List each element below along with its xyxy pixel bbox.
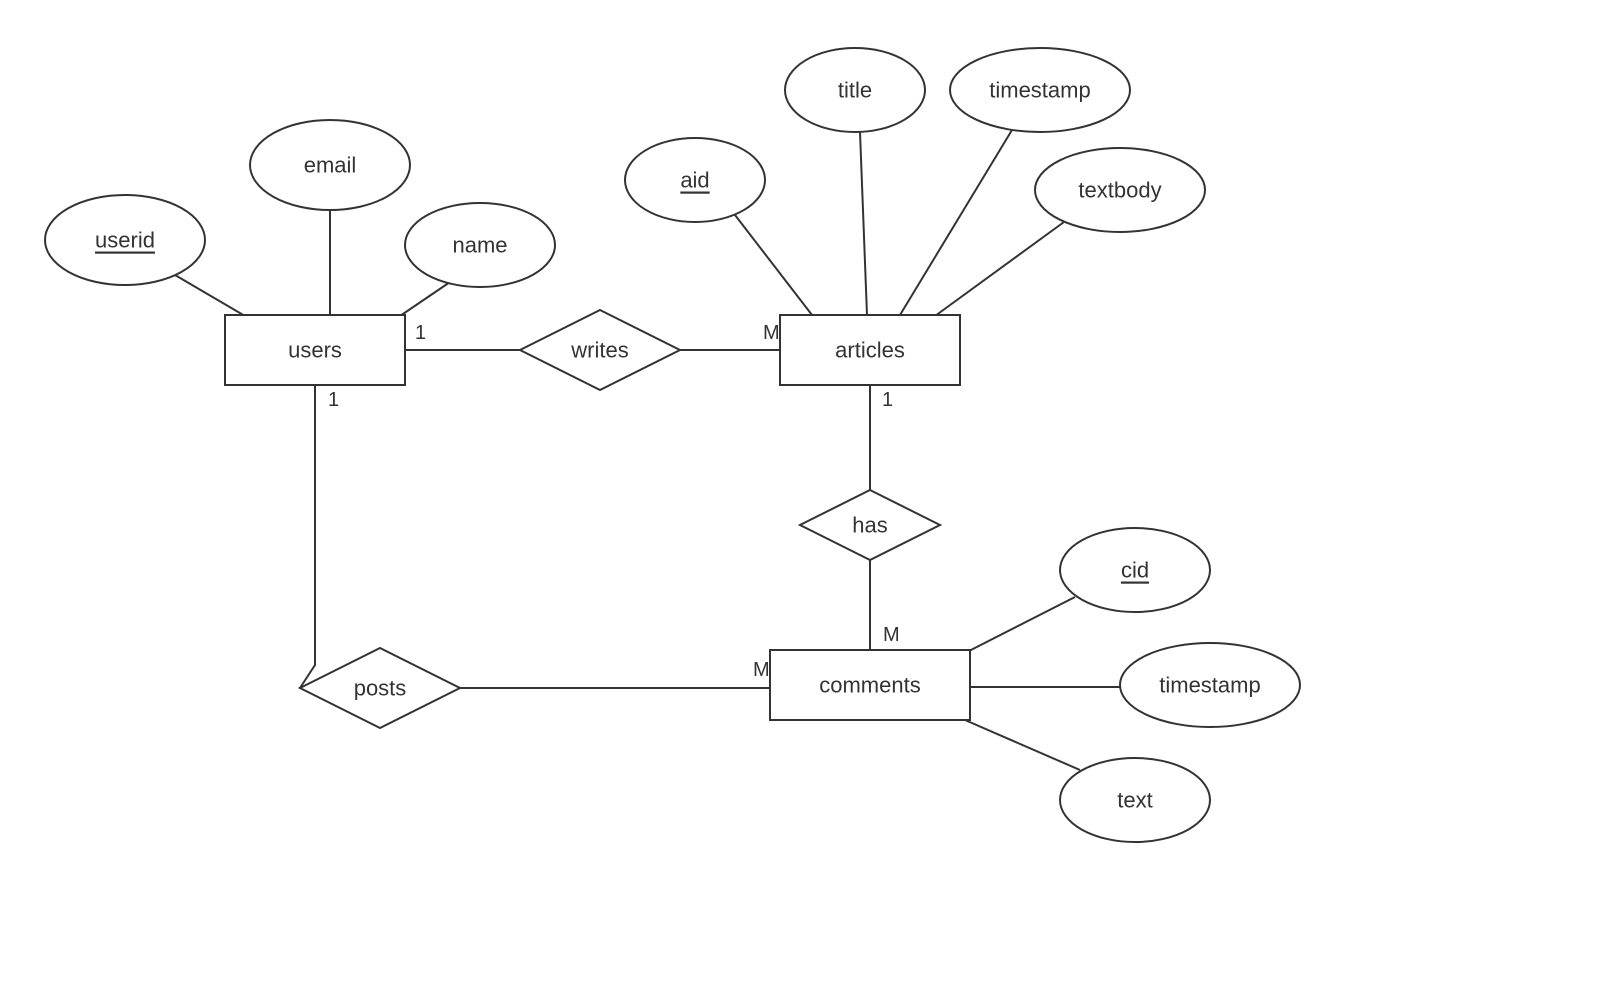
attribute-label: aid: [680, 168, 709, 193]
attr-edge-aid: [735, 215, 812, 315]
cardinality-label: 1: [415, 322, 426, 344]
attribute-cid: cid: [1060, 528, 1210, 612]
cardinality-label: M: [763, 322, 780, 344]
relationship-posts: posts: [300, 648, 460, 728]
entity-comments: comments: [770, 650, 970, 720]
cardinality-label: 1: [328, 389, 339, 411]
attribute-label: title: [838, 78, 872, 103]
attr-edge-title: [860, 132, 867, 315]
attribute-text: text: [1060, 758, 1210, 842]
er-diagram-canvas: users articles comments writes has posts useri…: [0, 0, 1606, 998]
relationship-label: writes: [570, 338, 628, 363]
attribute-label: cid: [1121, 558, 1149, 583]
cardinality-label: M: [753, 659, 770, 681]
attribute-timestamp_c: timestamp: [1120, 643, 1300, 727]
entity-articles: articles: [780, 315, 960, 385]
attribute-label: timestamp: [989, 78, 1090, 103]
cardinality-label: 1: [882, 389, 893, 411]
attr-edge-cid: [965, 597, 1075, 653]
attribute-label: timestamp: [1159, 673, 1260, 698]
attr-edge-text: [965, 720, 1080, 770]
relationship-has: has: [800, 490, 940, 560]
attribute-userid: userid: [45, 195, 205, 285]
attr-edge-name: [400, 280, 453, 316]
entity-users: users: [225, 315, 405, 385]
attribute-timestamp_a: timestamp: [950, 48, 1130, 132]
attribute-label: textbody: [1078, 178, 1161, 203]
attribute-label: email: [304, 153, 357, 178]
entity-label: articles: [835, 338, 905, 363]
attribute-label: text: [1117, 788, 1152, 813]
attribute-aid: aid: [625, 138, 765, 222]
rel-edge: [300, 385, 315, 688]
relationship-label: has: [852, 513, 887, 538]
entity-label: users: [288, 338, 342, 363]
attribute-label: userid: [95, 228, 155, 253]
attr-edge-userid: [175, 275, 245, 316]
entity-label: comments: [819, 673, 920, 698]
attribute-title: title: [785, 48, 925, 132]
attr-edge-timestamp_a: [900, 130, 1012, 315]
attribute-name: name: [405, 203, 555, 287]
attribute-label: name: [452, 233, 507, 258]
relationship-label: posts: [354, 676, 407, 701]
attr-edge-textbody: [935, 222, 1064, 316]
attribute-textbody: textbody: [1035, 148, 1205, 232]
cardinality-label: M: [883, 624, 900, 646]
relationship-writes: writes: [520, 310, 680, 390]
attribute-email: email: [250, 120, 410, 210]
